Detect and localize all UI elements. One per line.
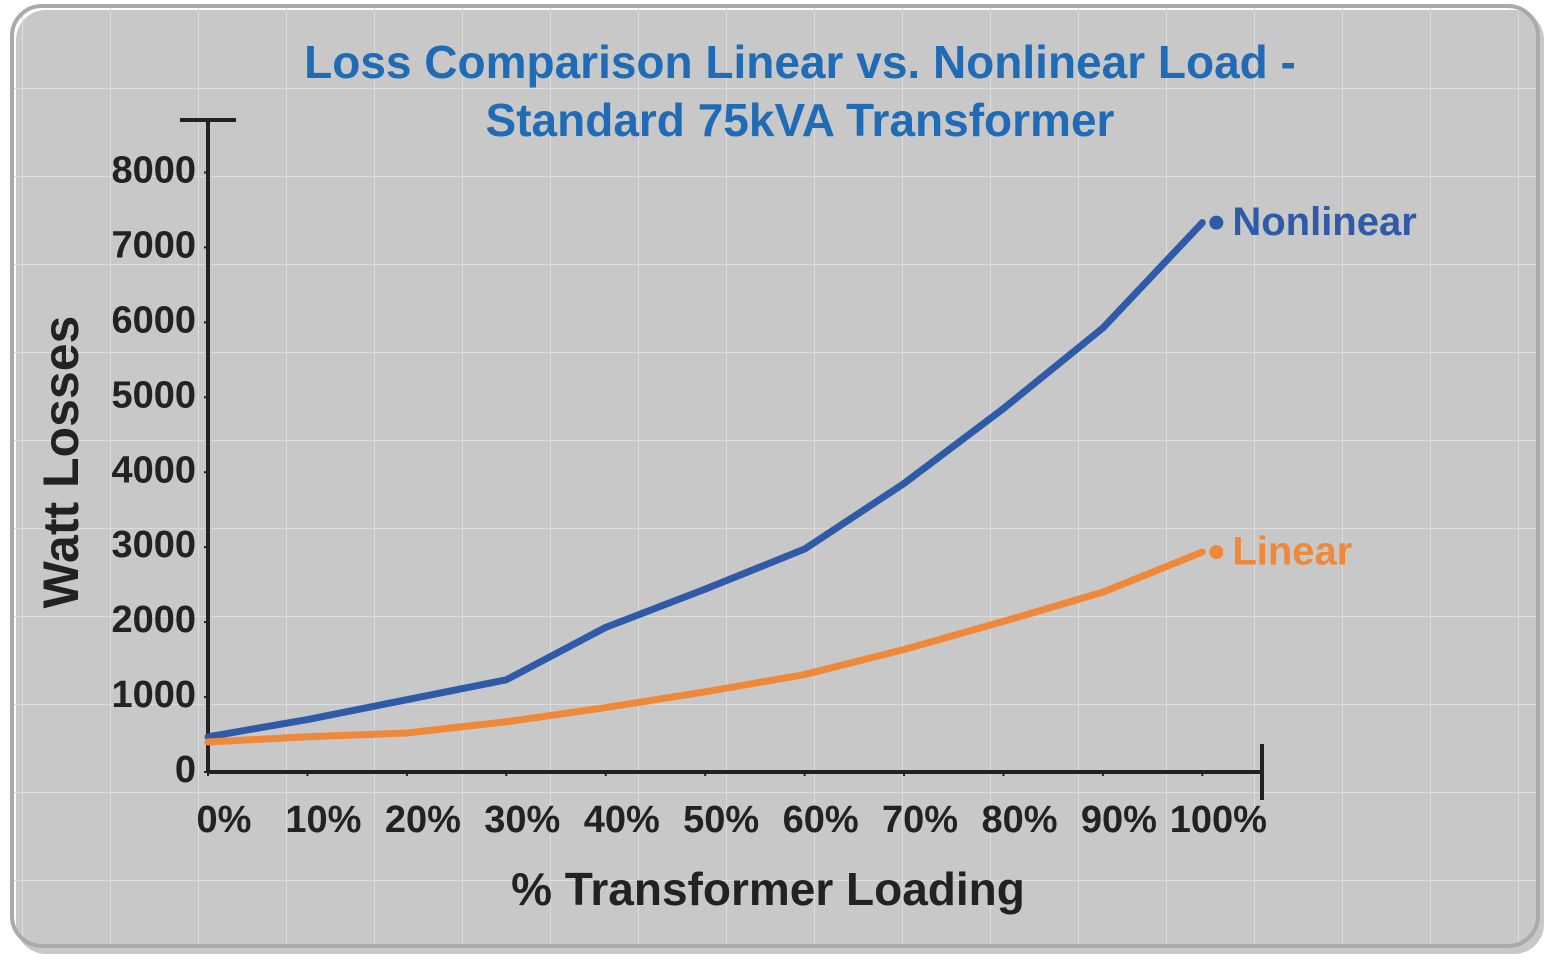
legend-label: Nonlinear xyxy=(1232,200,1416,244)
chart-title: Loss Comparison Linear vs. Nonlinear Loa… xyxy=(304,36,1296,88)
y-tick-label: 3000 xyxy=(111,524,196,566)
x-tick-label: 0% xyxy=(197,799,252,841)
x-tick-label: 40% xyxy=(584,799,660,841)
y-tick-label: 1000 xyxy=(111,674,196,716)
panel xyxy=(10,4,1540,948)
x-tick-label: 80% xyxy=(981,799,1057,841)
y-tick-label: 7000 xyxy=(111,224,196,266)
x-tick-label: 90% xyxy=(1081,799,1157,841)
x-axis-label: % Transformer Loading xyxy=(511,863,1025,915)
legend-dot xyxy=(1209,215,1224,230)
x-tick-label: 30% xyxy=(484,799,560,841)
x-tick-label: 70% xyxy=(882,799,958,841)
y-axis-label: Watt Losses xyxy=(33,316,89,609)
y-tick-label: 0 xyxy=(175,749,196,791)
x-tick-label: 20% xyxy=(385,799,461,841)
x-tick-label: 60% xyxy=(783,799,859,841)
x-tick-label: 50% xyxy=(683,799,759,841)
y-tick-label: 2000 xyxy=(111,599,196,641)
y-tick-label: 4000 xyxy=(111,449,196,491)
y-tick-label: 8000 xyxy=(111,149,196,191)
legend-label: Linear xyxy=(1232,530,1352,574)
y-tick-label: 5000 xyxy=(111,374,196,416)
y-tick-label: 6000 xyxy=(111,299,196,341)
x-tick-label: 100% xyxy=(1170,799,1267,841)
legend-dot xyxy=(1209,545,1224,560)
x-tick-label: 10% xyxy=(285,799,361,841)
series-line xyxy=(204,219,1206,741)
series-line xyxy=(204,548,1206,746)
chart-subtitle: Standard 75kVA Transformer xyxy=(486,94,1115,146)
